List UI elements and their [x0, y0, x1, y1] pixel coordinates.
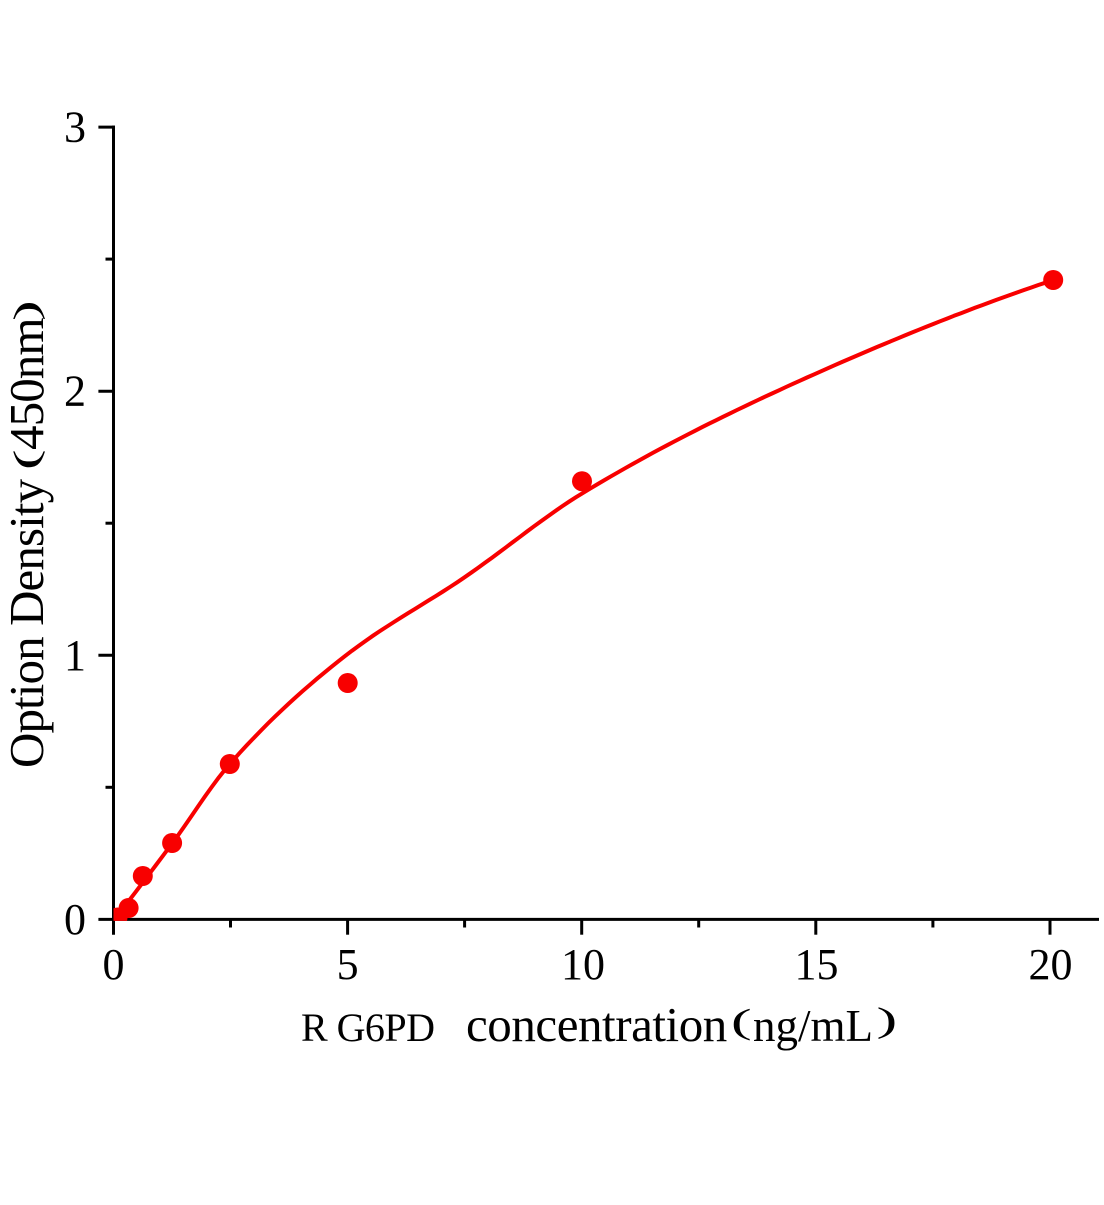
svg-text:ng/mL: ng/mL [753, 1001, 873, 1051]
svg-text:2: 2 [64, 367, 86, 416]
svg-text:3: 3 [64, 103, 86, 152]
svg-text:1: 1 [64, 631, 86, 680]
svg-text:(: ( [731, 1002, 752, 1041]
svg-text:450nm: 450nm [0, 318, 54, 450]
svg-text:0: 0 [64, 895, 86, 944]
svg-text:): ) [6, 300, 45, 321]
svg-text:(: ( [6, 449, 45, 470]
svg-text:concentration: concentration [466, 997, 727, 1052]
svg-text:10: 10 [561, 940, 605, 989]
svg-text:15: 15 [795, 940, 839, 989]
svg-text:): ) [877, 1000, 898, 1039]
svg-text:5: 5 [337, 940, 359, 989]
svg-text:20: 20 [1029, 940, 1073, 989]
svg-text:0: 0 [103, 940, 125, 989]
svg-text:R G6PD: R G6PD [301, 1005, 434, 1050]
svg-text:Option Density: Option Density [0, 478, 54, 768]
